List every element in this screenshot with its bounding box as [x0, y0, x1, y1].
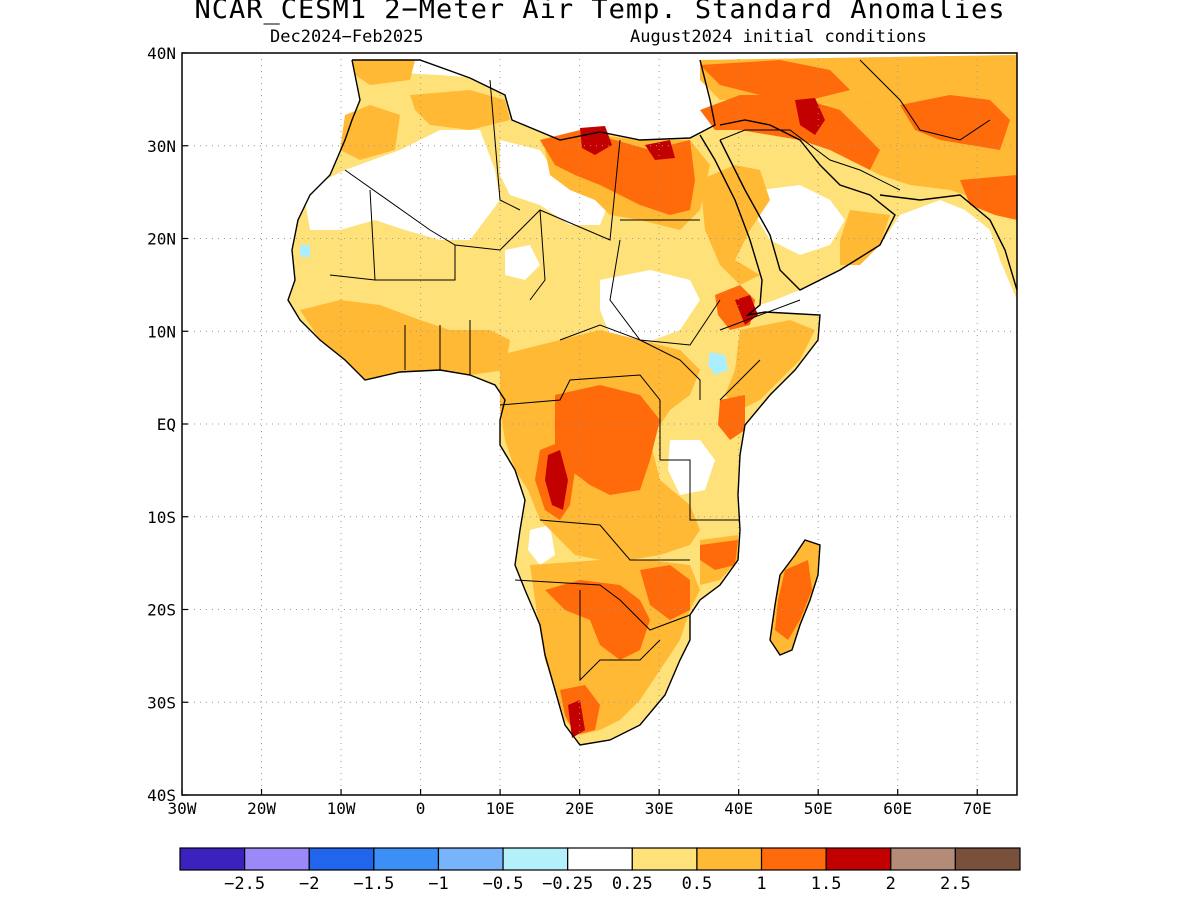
- colorbar-swatch: [567, 847, 633, 871]
- colorbar-swatch: [502, 847, 569, 871]
- x-tick-label: 10E: [486, 799, 515, 818]
- colorbar-label: 0.25: [612, 874, 653, 894]
- colorbar-label: −2: [299, 874, 319, 894]
- shading-layer: [288, 55, 1017, 745]
- anomaly-1-5-areas: [545, 98, 825, 738]
- colorbar-label: −2.5: [224, 874, 265, 894]
- colorbar-label: 1: [756, 874, 766, 894]
- x-tick-label: 40E: [724, 799, 753, 818]
- x-tick-label: 20W: [247, 799, 276, 818]
- y-tick-label: 40N: [147, 44, 176, 63]
- colorbar-swatch: [437, 847, 504, 871]
- below-normal-areas: [300, 245, 728, 375]
- colorbar-label: 0.5: [682, 874, 713, 894]
- x-tick-label: 70E: [963, 799, 992, 818]
- colorbar-swatch: [308, 847, 375, 871]
- colorbar-label: 2: [886, 874, 896, 894]
- map-title: NCAR_CESM1 2−Meter Air Temp. Standard An…: [194, 0, 1006, 25]
- y-tick-label: EQ: [157, 415, 176, 434]
- africa-coastline: [287, 59, 821, 746]
- colorbar-label: 1.5: [811, 874, 842, 894]
- colorbar-swatch: [179, 847, 246, 871]
- y-tick-label: 20S: [147, 601, 176, 620]
- colorbar-label: −1.5: [353, 874, 394, 894]
- colorbar-swatch: [760, 847, 827, 871]
- y-tick-label: 30N: [147, 137, 176, 156]
- madagascar-coastline: [769, 539, 821, 656]
- country-borders: [329, 59, 991, 682]
- axis-ticks: 30W 20W 10W 0 10E 20E 30E 40E 50E 60E 70E 40N 30N 20N…: [147, 44, 992, 818]
- colorbar-label: −1: [428, 874, 448, 894]
- season-label: Dec2024−Feb2025: [270, 27, 424, 47]
- x-tick-label: 20E: [565, 799, 594, 818]
- colorbar-swatch: [244, 847, 310, 871]
- coastlines: [287, 59, 1017, 746]
- asia-coastline: [879, 194, 1017, 291]
- y-tick-label: 10N: [147, 322, 176, 341]
- x-tick-label: 60E: [883, 799, 912, 818]
- y-tick-label: 40S: [147, 786, 176, 805]
- colorbar-swatch: [890, 847, 956, 871]
- initial-conditions-label: August2024 initial conditions: [630, 27, 927, 47]
- colorbar-swatch: [696, 847, 763, 871]
- near-normal-areas: [305, 56, 845, 565]
- y-tick-label: 20N: [147, 230, 176, 249]
- x-tick-label: 30W: [168, 799, 197, 818]
- colorbar-swatch: [825, 847, 892, 871]
- x-tick-label: 30E: [645, 799, 674, 818]
- y-tick-label: 10S: [147, 508, 176, 527]
- x-tick-label: 10W: [327, 799, 356, 818]
- colorbar-swatch: [631, 847, 698, 871]
- anomaly-1-areas: [535, 60, 1017, 735]
- colorbar-label: −0.5: [483, 874, 524, 894]
- x-tick-label: 50E: [804, 799, 833, 818]
- colorbar-label: 2.5: [940, 874, 971, 894]
- colorbar-label: −0.25: [542, 874, 593, 894]
- colorbar-swatch: [373, 847, 440, 871]
- colorbar-swatch: [954, 847, 1021, 871]
- y-tick-label: 30S: [147, 693, 176, 712]
- x-tick-label: 0: [416, 799, 426, 818]
- colorbar: −2.5 −2 −1.5 −1 −0.5 −0.25 0.25 0.5 1 1.5 2 2.5: [179, 847, 1021, 894]
